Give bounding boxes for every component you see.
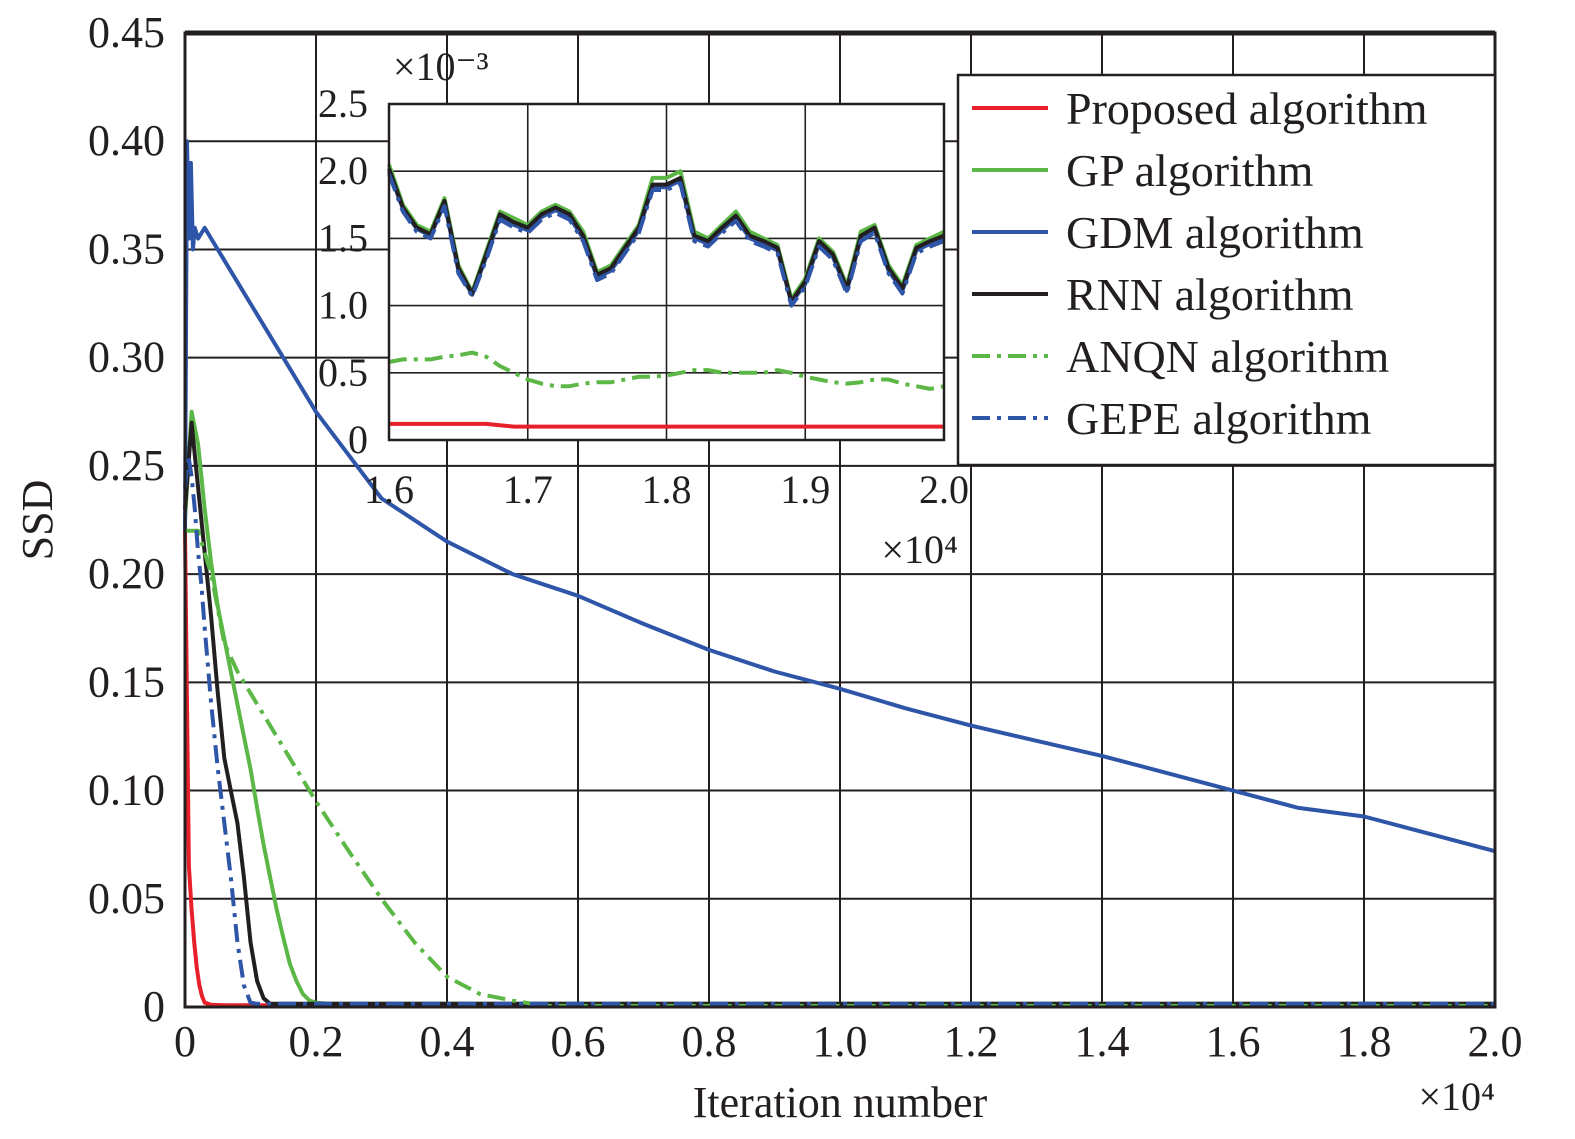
main-series-group [183, 139, 1496, 1008]
y-tick-label: 0.15 [88, 657, 165, 706]
x-tick-label: 1.4 [1075, 1017, 1130, 1066]
x-tick-label: 1.6 [1206, 1017, 1261, 1066]
y-tick-label: 0.25 [88, 441, 165, 490]
y-tick-label: 0 [143, 982, 165, 1031]
series-line-proposed-algorithm [183, 530, 1496, 1008]
inset-y-tick-label: 0.5 [318, 350, 368, 395]
x-tick-label: 1.2 [944, 1017, 999, 1066]
y-tick-label: 0.35 [88, 224, 165, 273]
legend-label-gp-algorithm: GP algorithm [1066, 145, 1314, 196]
legend-label-gdm-algorithm: GDM algorithm [1066, 207, 1364, 258]
inset-x-tick-label: 1.7 [503, 467, 553, 512]
series-line-gp-algorithm [183, 409, 1495, 1006]
inset-y-tick-label: 2.0 [318, 148, 368, 193]
legend: Proposed algorithm GP algorithm GDM algori… [956, 73, 1497, 467]
y-tick-label: 0.40 [88, 116, 165, 165]
legend-items: Proposed algorithm GP algorithm GDM algori… [972, 83, 1428, 444]
legend-label-proposed-algorithm: Proposed algorithm [1066, 83, 1428, 134]
x-tick-label: 0.6 [551, 1017, 606, 1066]
x-tick-label: 1.8 [1337, 1017, 1392, 1066]
inset-series-line-proposed-algorithm [389, 421, 944, 429]
inset-y-tick-label: 1.0 [318, 283, 368, 328]
inset-frame [387, 102, 946, 442]
series-line-rnn-algorithm [183, 420, 1495, 1006]
legend-box [956, 73, 1497, 467]
inset-y-multiplier: ×10⁻³ [393, 44, 489, 89]
inset-y-tick-label: 2.5 [318, 81, 368, 126]
inset-series-line-gepe-algorithm [387, 173, 945, 308]
inset-x-tick-label: 1.6 [364, 467, 414, 512]
series-line-anqn-algorithm [185, 528, 1495, 1008]
inset-series-line-anqn-algorithm [388, 350, 945, 391]
x-tick-label: 0 [174, 1017, 196, 1066]
x-axis-multiplier: ×10⁴ [1418, 1074, 1495, 1119]
x-tick-label: 0.8 [682, 1017, 737, 1066]
x-tick-label: 2.0 [1468, 1017, 1523, 1066]
y-tick-label: 0.45 [88, 8, 165, 57]
series-line-gepe-algorithm [183, 453, 1495, 1006]
inset-series-group [387, 163, 945, 429]
inset-x-tick-label: 1.8 [642, 467, 692, 512]
legend-label-anqn-algorithm: ANQN algorithm [1066, 331, 1389, 382]
inset-y-tick-label: 1.5 [318, 215, 368, 260]
legend-label-gepe-algorithm: GEPE algorithm [1066, 393, 1372, 444]
inset-x-tick-label: 1.9 [780, 467, 830, 512]
series-line-gdm-algorithm [183, 139, 1496, 854]
y-tick-label: 0.20 [88, 549, 165, 598]
y-tick-label: 0.10 [88, 766, 165, 815]
y-tick-label: 0.05 [88, 874, 165, 923]
inset-x-tick-label: 2.0 [919, 467, 969, 512]
inset-tick-labels: 1.6 1.7 1.8 1.9 2.0 0 0.5 1.0 1.5 2.0 2.5 [318, 81, 969, 512]
x-tick-label: 0.4 [420, 1017, 475, 1066]
inset-y-tick-label: 0 [348, 417, 368, 462]
main-tick-labels: 0 0.2 0.4 0.6 0.8 1.0 1.2 1.4 1.6 1.8 2.0 0 0.05 0.10… [88, 8, 1523, 1066]
y-axis-label: SSD [13, 480, 62, 561]
legend-label-rnn-algorithm: RNN algorithm [1066, 269, 1354, 320]
x-tick-label: 1.0 [813, 1017, 868, 1066]
inset-x-multiplier: ×10⁴ [881, 527, 958, 572]
x-tick-label: 0.2 [289, 1017, 344, 1066]
y-tick-label: 0.30 [88, 333, 165, 382]
x-axis-label: Iteration number [693, 1078, 988, 1127]
